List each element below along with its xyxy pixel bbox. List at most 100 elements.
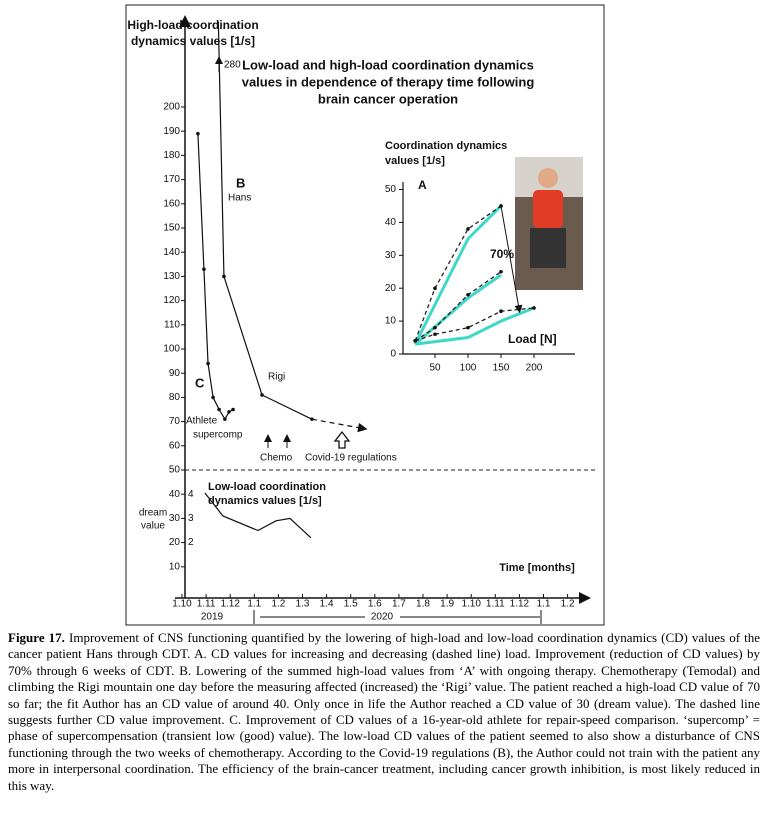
point — [196, 131, 200, 136]
y-tick-label: 190 — [163, 126, 180, 137]
series-name: Athlete — [186, 416, 218, 427]
inset-x-tick-label: 100 — [460, 363, 477, 374]
x-tick-label: 1.9 — [440, 599, 454, 610]
inset-point — [466, 227, 470, 231]
low-tick-label: 2 — [188, 537, 194, 548]
x-tick-label: 1.1 — [247, 599, 261, 610]
x-axis-label: Time [months] — [499, 562, 575, 574]
caption: Figure 17. Improvement of CNS functionin… — [8, 630, 760, 794]
point — [227, 410, 231, 414]
caption-text: Improvement of CNS functioning quantifie… — [8, 630, 760, 793]
y-tick-label: 40 — [169, 489, 181, 500]
chart-title: brain cancer operation — [318, 91, 458, 106]
inset-y-tick-label: 10 — [385, 316, 397, 327]
photo-shirt — [533, 190, 563, 228]
y-axis-label: dynamics values [1/s] — [131, 34, 255, 48]
x-tick-label: 1.11 — [486, 599, 505, 610]
point — [202, 267, 206, 271]
inset-point — [466, 325, 470, 330]
y-tick-label: 140 — [163, 247, 180, 258]
x-tick-label: 1.8 — [416, 599, 430, 610]
low-load-label: dynamics values [1/s] — [208, 495, 322, 507]
inset-letter: A — [418, 178, 427, 192]
inset-point — [466, 292, 470, 297]
point — [260, 393, 264, 397]
annotation: Covid-19 regulations — [305, 453, 397, 464]
inset-y-tick-label: 20 — [385, 283, 397, 294]
y-tick-label: 160 — [163, 198, 180, 209]
y-tick-label: 20 — [169, 537, 181, 548]
series-letter: C — [195, 375, 205, 390]
y-tick-label: 120 — [163, 295, 180, 306]
low-tick-label: 4 — [188, 489, 194, 500]
y-tick-label: 110 — [164, 319, 180, 330]
annotation: Chemo — [260, 453, 293, 464]
inset-x-label: Load [N] — [508, 332, 557, 346]
inset-y-tick-label: 30 — [385, 250, 397, 261]
photo-head — [538, 168, 558, 188]
y-axis-label: High-load coordination — [127, 18, 258, 32]
x-tick-label: 1.1 — [537, 599, 551, 610]
y-tick-label: 100 — [163, 344, 180, 355]
inset-point — [499, 309, 503, 314]
increasing-line — [414, 273, 502, 346]
x-tick-label: 1.10 — [461, 599, 481, 610]
y-tick-label: 50 — [169, 465, 181, 476]
year-label: 2020 — [371, 612, 394, 623]
photo-legs — [530, 228, 566, 268]
chart-title: Low-load and high-load coordination dyna… — [242, 57, 534, 72]
point — [222, 274, 226, 279]
annotation: supercomp — [193, 430, 243, 441]
x-tick-label: 1.12 — [220, 599, 240, 610]
y-tick-label: 180 — [163, 150, 180, 161]
point — [231, 407, 235, 412]
x-tick-label: 1.2 — [271, 599, 285, 610]
offscale-label: 280 — [224, 60, 241, 71]
series-letter: B — [236, 175, 245, 190]
main-chart: Low-load and high-load coordination dyna… — [127, 18, 596, 624]
dream-label: dream — [139, 508, 167, 519]
point — [217, 407, 221, 412]
inset-y-tick-label: 40 — [385, 217, 397, 228]
inset-point — [532, 306, 536, 310]
low-tick-label: 3 — [188, 513, 194, 524]
x-tick-label: 1.4 — [320, 599, 334, 610]
forecast-line — [311, 418, 368, 433]
y-tick-label: 200 — [163, 102, 180, 113]
y-tick-label: 70 — [169, 416, 181, 427]
inset-point — [433, 325, 437, 330]
series-name: Hans — [228, 193, 251, 204]
point — [223, 417, 227, 421]
y-tick-label: 150 — [163, 223, 180, 234]
y-tick-label: 170 — [163, 174, 180, 185]
inset-y-label: values [1/s] — [385, 155, 445, 167]
dream-label: value — [141, 521, 165, 532]
reduction-arrow — [500, 205, 523, 314]
low-load-line — [204, 492, 312, 539]
point — [211, 395, 215, 400]
line-hans — [217, 22, 313, 420]
y-tick-label: 130 — [163, 271, 180, 282]
increasing-line — [413, 204, 503, 345]
figure-frame — [125, 4, 605, 626]
decreasing-line — [414, 205, 502, 342]
inset-x-tick-label: 150 — [493, 363, 510, 374]
caption-label: Figure 17. — [8, 630, 65, 645]
figure: Low-load and high-load coordination dyna… — [125, 4, 605, 626]
x-tick-label: 1.2 — [561, 599, 575, 610]
increasing-line — [415, 306, 535, 346]
inset-point — [413, 339, 418, 343]
x-tick-label: 1.10 — [172, 599, 192, 610]
inset-y-label: Coordination dynamics — [385, 140, 507, 152]
y-tick-label: 10 — [169, 561, 181, 572]
y-tick-label: 90 — [169, 368, 181, 379]
inset-y-tick-label: 50 — [385, 184, 397, 195]
low-load-label: Low-load coordination — [208, 481, 326, 493]
reduction-label: 70% — [490, 247, 514, 261]
y-tick-label: 30 — [169, 513, 181, 524]
covid-arrow — [333, 430, 351, 449]
inset-point — [499, 269, 503, 274]
point — [206, 361, 210, 366]
x-tick-label: 1.11 — [197, 599, 216, 610]
